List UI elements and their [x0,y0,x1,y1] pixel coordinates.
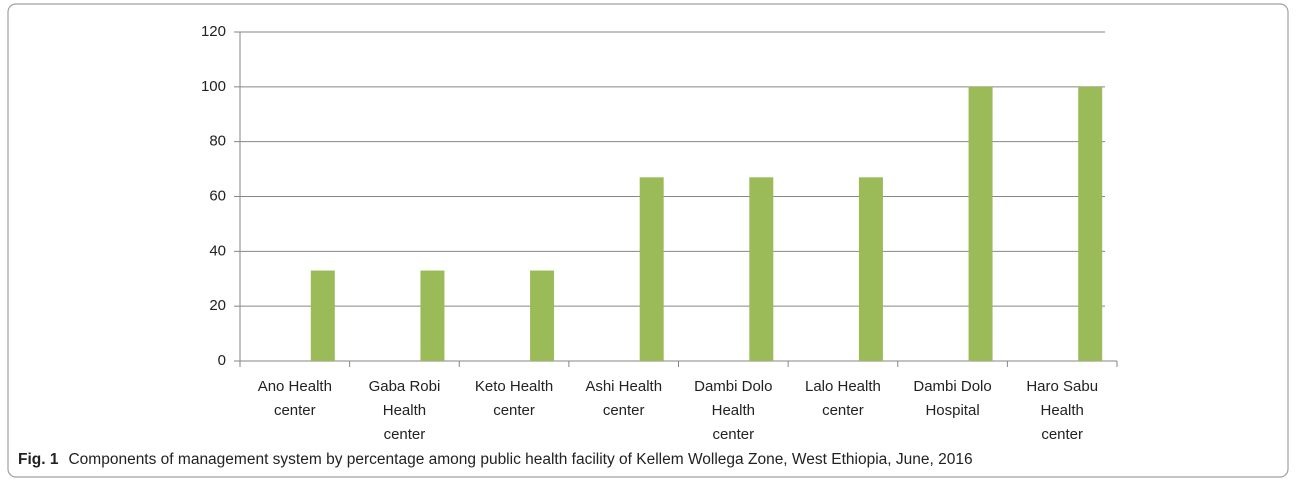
x-tick-label-line: center [493,402,535,419]
x-tick-label: Dambi Dolo Hospital [913,378,991,419]
y-tick-label: 40 [209,242,226,259]
x-tick-label-line: Ashi Health [585,378,662,395]
x-tick-label-line: Health [712,402,755,419]
x-tick-label: Ano Health center [258,378,332,419]
x-tick-label-line: center [384,426,426,443]
y-tick-label: 60 [209,187,226,204]
bar [858,177,883,361]
x-tick-label-line: center [603,402,645,419]
bar [420,270,445,361]
x-tick-label-line: Keto Health [475,378,553,395]
x-tick-label: Lalo Health center [805,378,881,419]
x-tick-label-line: Health [1041,402,1084,419]
bar [530,270,555,361]
caption-text: Components of management system by perce… [68,451,972,468]
x-tick-label: Keto Health center [475,378,553,419]
x-tick-label-line: Haro Sabu [1026,378,1098,395]
bar [968,86,993,361]
x-tick-label-line: Dambi Dolo [913,378,991,395]
bar [639,177,664,361]
x-tick-label-line: Health [383,402,426,419]
y-tick-label: 20 [209,297,226,314]
x-tick-label-line: Hospital [925,402,979,419]
x-tick-label-line: center [712,426,754,443]
x-tick-label-line: Dambi Dolo [694,378,772,395]
x-tick-label-line: center [822,402,864,419]
x-tick-label-line: center [274,402,316,419]
x-tick-label: Haro Sabu Health center [1026,378,1098,443]
y-tick-label: 100 [201,78,226,95]
x-tick-label: Gaba Robi Health center [369,378,441,443]
y-tick-label: 120 [201,23,226,40]
x-tick-label-line: center [1041,426,1083,443]
figure-border [7,3,1289,478]
y-tick-label: 0 [218,352,226,369]
bar [749,177,774,361]
y-tick-label: 80 [209,133,226,150]
x-tick-label: Ashi Health center [585,378,662,419]
bar [310,270,335,361]
x-tick-label-line: Gaba Robi [369,378,441,395]
x-tick-label: Dambi Dolo Health center [694,378,772,443]
caption-label: Fig. 1 [18,451,59,468]
x-tick-label-line: Ano Health [258,378,332,395]
bar [1078,86,1103,361]
x-tick-label-line: Lalo Health [805,378,881,395]
caption: Fig. 1 Components of management system by… [18,451,973,468]
